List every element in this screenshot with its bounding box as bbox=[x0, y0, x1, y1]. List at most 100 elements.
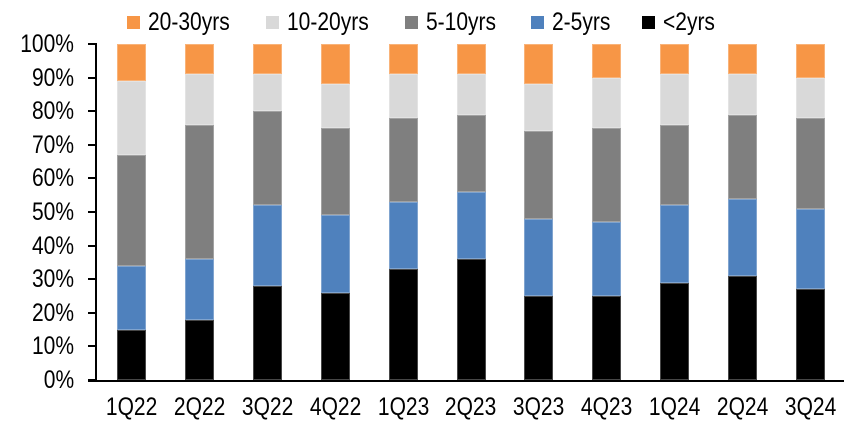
x-axis-category-label: 2Q22 bbox=[154, 392, 244, 422]
x-axis-category-label: 4Q23 bbox=[562, 392, 652, 422]
bar-segment-20-30yrs bbox=[660, 44, 690, 75]
bar-segment-2-5yrs bbox=[728, 198, 758, 276]
x-axis-category-label: 3Q23 bbox=[494, 392, 584, 422]
y-axis-tick-text: 100% bbox=[20, 30, 74, 58]
x-axis-category-text: 2Q22 bbox=[173, 393, 226, 421]
y-axis-tick bbox=[88, 110, 96, 113]
x-axis-category-text: 2Q23 bbox=[445, 393, 497, 421]
y-axis-tick-text: 50% bbox=[31, 198, 74, 226]
bar-segment-2-5yrs bbox=[456, 191, 486, 260]
bar-segment-10-20yrs bbox=[320, 84, 350, 129]
bar-2Q24 bbox=[728, 44, 758, 380]
legend-label: 10-20yrs bbox=[287, 8, 369, 36]
bar-segment-10-20yrs bbox=[592, 77, 622, 129]
y-axis-tick-text: 20% bbox=[31, 298, 74, 327]
x-axis-category-label: 2Q23 bbox=[426, 392, 516, 422]
bar-segment-10-20yrs bbox=[184, 74, 214, 125]
legend-item-2-5yrs: 2-5yrs bbox=[530, 8, 621, 36]
bar-segment-2yrs bbox=[728, 275, 758, 380]
bar-segment-5-10yrs bbox=[320, 128, 350, 216]
legend-swatch-icon bbox=[642, 15, 656, 29]
x-axis-category-label: 3Q22 bbox=[222, 392, 312, 422]
bar-segment-10-20yrs bbox=[388, 74, 418, 118]
y-axis-tick bbox=[88, 244, 96, 247]
x-axis-category-text: 1Q23 bbox=[377, 393, 429, 421]
bar-segment-5-10yrs bbox=[456, 114, 486, 192]
y-axis-tick-label: 10% bbox=[0, 333, 74, 359]
x-axis-category-text: 3Q22 bbox=[241, 393, 293, 421]
bar-segment-20-30yrs bbox=[184, 44, 214, 75]
legend-label: 5-10yrs bbox=[426, 8, 497, 36]
bar-segment-10-20yrs bbox=[796, 77, 825, 118]
y-axis-tick-label: 60% bbox=[0, 165, 74, 191]
bar-segment-2yrs bbox=[320, 292, 350, 380]
bar-segment-5-10yrs bbox=[728, 114, 758, 199]
bar-4Q22 bbox=[320, 44, 350, 380]
y-axis-tick-label: 100% bbox=[0, 31, 74, 57]
bar-segment-20-30yrs bbox=[796, 44, 825, 78]
bar-2Q22 bbox=[184, 44, 214, 380]
bar-segment-20-30yrs bbox=[252, 44, 282, 75]
legend-label: 2-5yrs bbox=[551, 8, 611, 36]
y-axis-tick bbox=[88, 177, 96, 180]
x-axis-category-text: 3Q24 bbox=[784, 393, 837, 421]
legend-item-10-20yrs: 10-20yrs bbox=[266, 9, 384, 35]
bar-segment-10-20yrs bbox=[728, 74, 758, 115]
bar-3Q24 bbox=[796, 44, 825, 380]
bar-segment-5-10yrs bbox=[660, 124, 690, 206]
y-axis-tick-label: 0% bbox=[0, 367, 74, 393]
x-axis-category-text: 4Q22 bbox=[309, 393, 361, 421]
x-axis-category-text: 3Q23 bbox=[513, 393, 565, 421]
bar-segment-5-10yrs bbox=[117, 154, 146, 266]
x-axis-category-text: 1Q22 bbox=[105, 393, 158, 421]
bar-segment-5-10yrs bbox=[252, 111, 282, 206]
bar-segment-2yrs bbox=[456, 259, 486, 380]
y-axis-tick bbox=[88, 143, 96, 146]
bar-segment-2yrs bbox=[184, 319, 214, 380]
legend-swatch-icon bbox=[126, 15, 140, 29]
bar-segment-20-30yrs bbox=[456, 44, 486, 75]
y-axis-tick-text: 60% bbox=[31, 164, 74, 193]
bar-segment-2yrs bbox=[252, 285, 282, 380]
bar-3Q23 bbox=[524, 44, 554, 380]
bar-1Q23 bbox=[388, 44, 418, 380]
y-axis-tick-text: 70% bbox=[31, 130, 74, 159]
x-axis-category-label: 3Q24 bbox=[766, 392, 852, 422]
y-axis-tick-text: 10% bbox=[31, 332, 74, 361]
bar-segment-5-10yrs bbox=[796, 117, 825, 209]
y-axis-tick-text: 40% bbox=[31, 231, 74, 260]
bar-segment-5-10yrs bbox=[524, 131, 554, 219]
bar-segment-2-5yrs bbox=[660, 205, 690, 283]
y-axis-tick-label: 90% bbox=[0, 65, 74, 91]
y-axis-tick bbox=[88, 43, 96, 45]
y-axis-tick-text: 0% bbox=[43, 366, 74, 394]
y-axis-tick bbox=[88, 311, 96, 314]
bar-3Q22 bbox=[252, 44, 282, 380]
bar-segment-2yrs bbox=[592, 296, 622, 380]
x-axis-category-label: 1Q22 bbox=[87, 392, 177, 422]
x-axis-category-label: 2Q24 bbox=[698, 392, 788, 422]
y-axis-line bbox=[95, 43, 97, 382]
bar-segment-10-20yrs bbox=[252, 74, 282, 112]
legend-item-5-10yrs: 5-10yrs bbox=[405, 9, 509, 35]
y-axis-tick bbox=[88, 76, 96, 79]
x-axis-category-label: 4Q22 bbox=[290, 392, 380, 422]
bar-segment-10-20yrs bbox=[660, 74, 690, 125]
legend-item-2yrs: <2yrs bbox=[642, 9, 725, 35]
y-axis-tick-label: 80% bbox=[0, 98, 74, 124]
bar-segment-2-5yrs bbox=[388, 201, 418, 270]
y-axis-tick-label: 70% bbox=[0, 132, 74, 158]
x-axis-category-text: 4Q23 bbox=[581, 393, 633, 421]
bar-4Q23 bbox=[592, 44, 622, 380]
bar-segment-20-30yrs bbox=[728, 44, 758, 75]
legend-swatch-icon bbox=[266, 15, 280, 29]
bar-segment-20-30yrs bbox=[117, 44, 146, 81]
bar-segment-10-20yrs bbox=[117, 81, 146, 155]
bar-segment-2-5yrs bbox=[252, 205, 282, 286]
y-axis-tick-label: 20% bbox=[0, 300, 74, 326]
legend-item-20-30yrs: 20-30yrs bbox=[126, 9, 245, 35]
bar-segment-2-5yrs bbox=[117, 265, 146, 330]
y-axis-tick-label: 40% bbox=[0, 233, 74, 259]
bar-segment-20-30yrs bbox=[388, 44, 418, 75]
